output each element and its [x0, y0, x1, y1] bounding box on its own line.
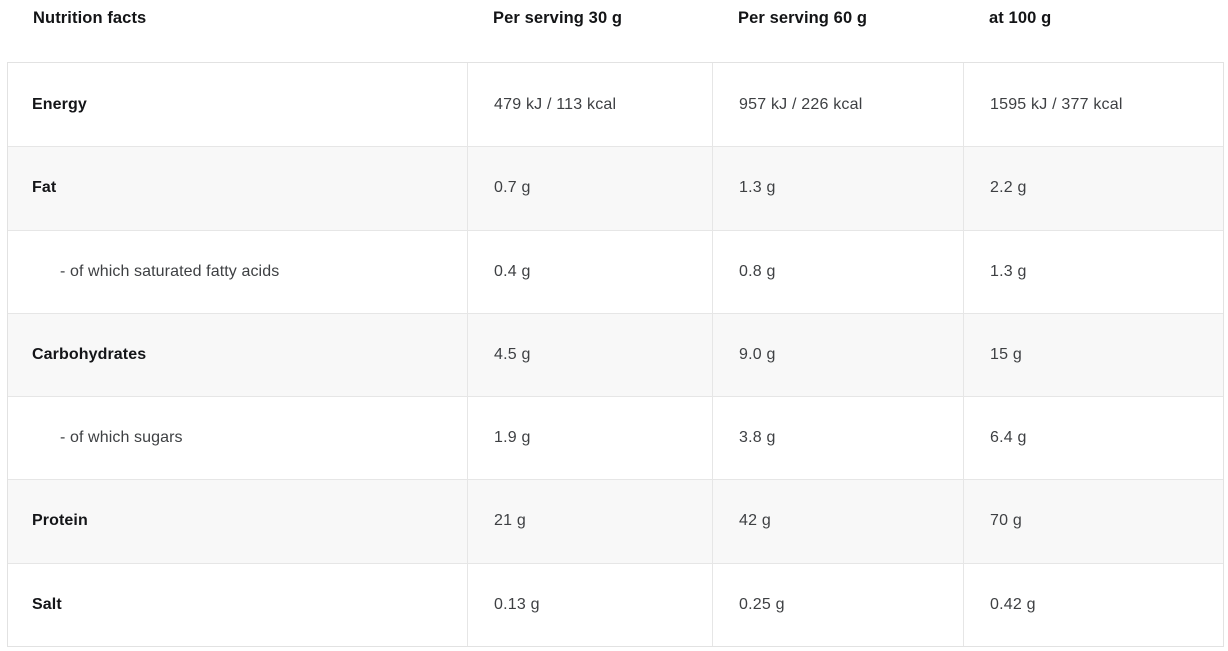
- column-header-nutrition-facts: Nutrition facts: [33, 9, 147, 27]
- value-per-100g: 0.42 g: [963, 563, 1223, 646]
- value-per-30g: 4.5 g: [467, 313, 712, 397]
- table-row-energy: Energy 479 kJ / 113 kcal 957 kJ / 226 kc…: [8, 63, 1223, 147]
- table-row-protein: Protein 21 g 42 g 70 g: [8, 479, 1223, 563]
- column-header-per-serving-30g: Per serving 30 g: [493, 9, 623, 27]
- row-sublabel: - of which sugars: [60, 429, 183, 447]
- row-label: Salt: [32, 595, 62, 613]
- value-per-100g: 2.2 g: [963, 147, 1223, 230]
- value-per-30g: 1.9 g: [467, 397, 712, 480]
- value-per-100g: 1.3 g: [963, 230, 1223, 313]
- value-per-30g: 21 g: [467, 480, 712, 563]
- column-header-per-serving-60g: Per serving 60 g: [738, 9, 868, 27]
- table-body: Energy 479 kJ / 113 kcal 957 kJ / 226 kc…: [7, 62, 1224, 647]
- row-label: Energy: [32, 95, 87, 113]
- value-per-60g: 9.0 g: [712, 313, 963, 397]
- row-label: Fat: [32, 179, 57, 197]
- table-row-carbohydrates: Carbohydrates 4.5 g 9.0 g 15 g: [8, 312, 1223, 397]
- row-label: Carbohydrates: [32, 345, 147, 363]
- value-per-60g: 42 g: [712, 480, 963, 563]
- value-per-30g: 0.4 g: [467, 230, 712, 313]
- row-label: Protein: [32, 512, 88, 530]
- value-per-30g: 0.7 g: [467, 147, 712, 230]
- value-per-30g: 0.13 g: [467, 563, 712, 646]
- nutrition-facts-table: Nutrition facts Per serving 30 g Per ser…: [7, 0, 1224, 647]
- value-per-100g: 15 g: [963, 313, 1223, 397]
- table-row-saturated-fatty-acids: - of which saturated fatty acids 0.4 g 0…: [8, 229, 1223, 313]
- column-header-at-100g: at 100 g: [989, 9, 1052, 27]
- value-per-100g: 70 g: [963, 480, 1223, 563]
- table-row-salt: Salt 0.13 g 0.25 g 0.42 g: [8, 562, 1223, 646]
- row-sublabel: - of which saturated fatty acids: [60, 262, 280, 280]
- value-per-100g: 6.4 g: [963, 397, 1223, 480]
- value-per-60g: 3.8 g: [712, 397, 963, 480]
- value-per-60g: 0.25 g: [712, 563, 963, 646]
- table-row-fat: Fat 0.7 g 1.3 g 2.2 g: [8, 146, 1223, 230]
- table-header-row: Nutrition facts Per serving 30 g Per ser…: [7, 0, 1224, 62]
- value-per-60g: 1.3 g: [712, 147, 963, 230]
- value-per-30g: 479 kJ / 113 kcal: [467, 63, 712, 147]
- table-row-sugars: - of which sugars 1.9 g 3.8 g 6.4 g: [8, 396, 1223, 480]
- value-per-60g: 957 kJ / 226 kcal: [712, 63, 963, 147]
- value-per-100g: 1595 kJ / 377 kcal: [963, 63, 1223, 147]
- value-per-60g: 0.8 g: [712, 230, 963, 313]
